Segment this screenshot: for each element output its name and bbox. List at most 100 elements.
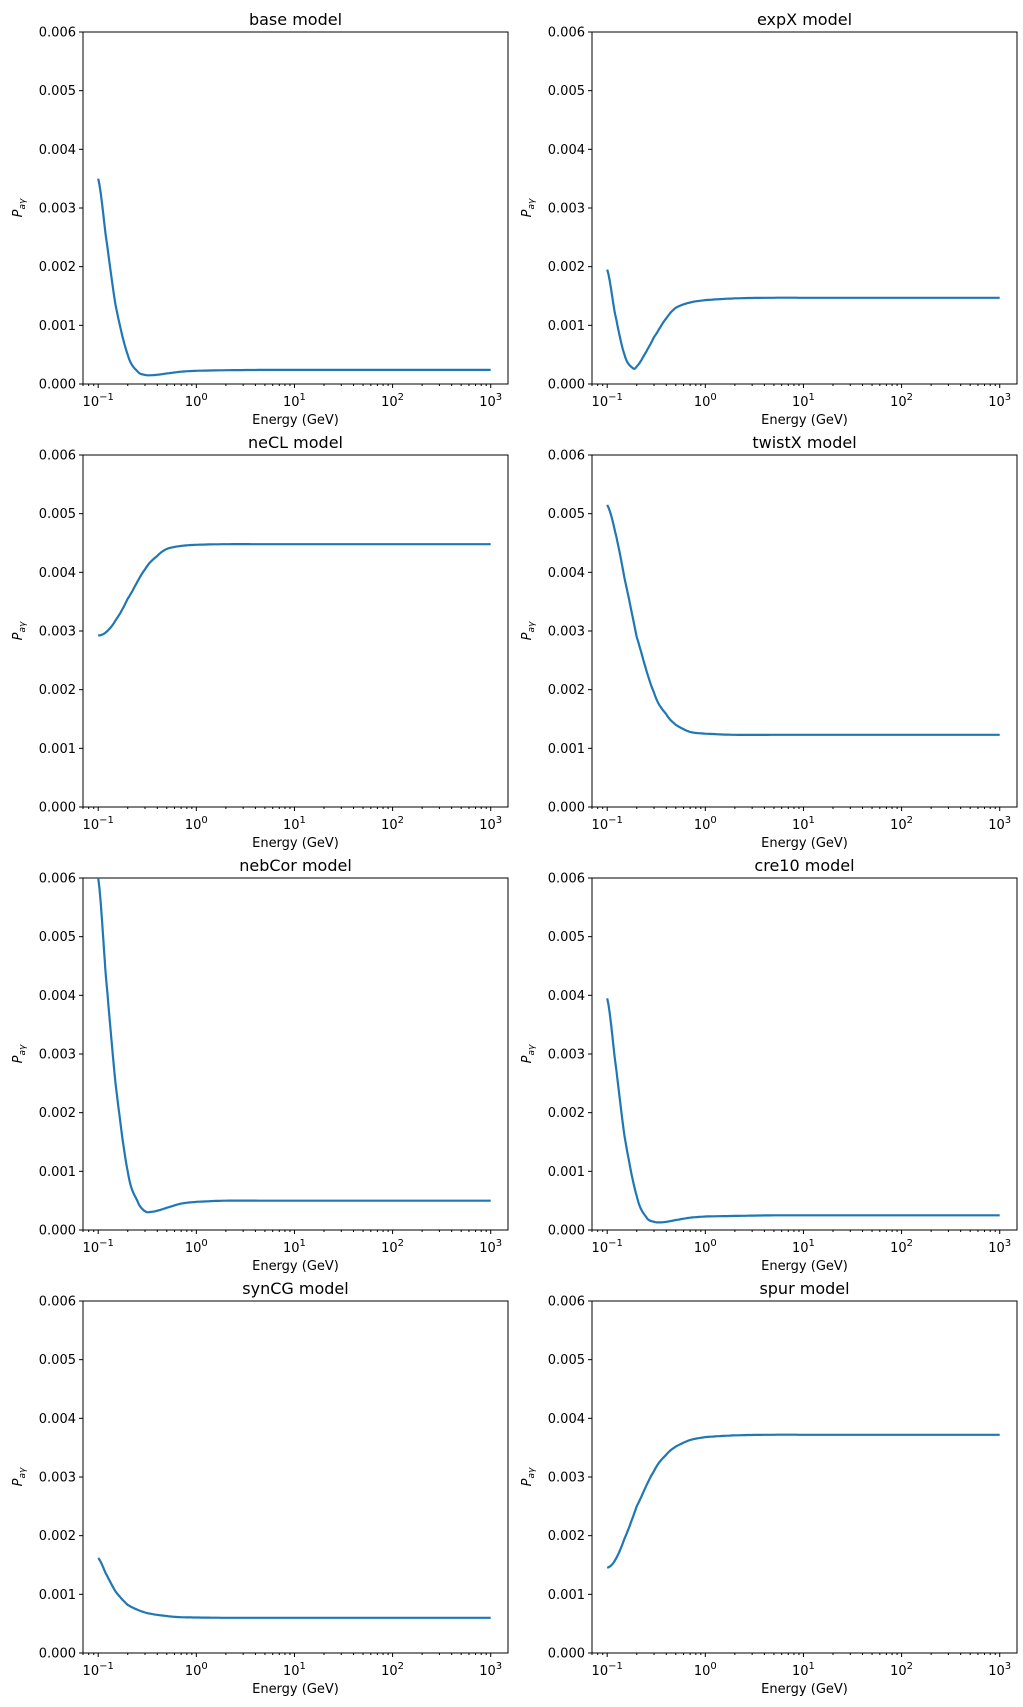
axes-frame [591,1300,1018,1654]
x-tick-label: 100 [694,1661,717,1679]
y-axis-label: Paγ [11,621,28,640]
y-tick-label: 0.006 [548,449,585,464]
axes-frame [591,31,1018,385]
y-axis-label: Paγ [11,198,28,217]
x-tick-label: 101 [283,1238,306,1256]
x-tick-label: 102 [890,815,913,833]
subplot-3: neCL model 0.000 0.001 0.002 0.003 0.004 0.005… [11,433,509,851]
y-tick-label: 0.004 [39,566,76,581]
y-tick-label: 0.005 [548,507,585,522]
subplot-8: spur model 0.000 0.001 0.002 0.003 0.004 0.005… [520,1279,1018,1697]
y-tick-label: 0.000 [39,378,76,393]
y-tick-label: 0.006 [39,872,76,887]
subplot-title: nebCor model [239,856,352,875]
x-tick-label: 102 [890,392,913,410]
y-tick-label: 0.002 [548,260,585,275]
subplot-5: nebCor model 0.000 0.001 0.002 0.003 0.004 0.0… [11,856,509,1274]
y-tick-label: 0.003 [39,202,76,217]
y-tick-label: 0.002 [39,683,76,698]
x-axis-label: Energy (GeV) [252,836,339,851]
series-line [97,543,491,637]
x-tick-label: 10−1 [592,815,623,833]
x-tick-label: 103 [479,392,502,410]
y-tick-label: 0.003 [548,1471,585,1486]
x-tick-label: 101 [792,815,815,833]
x-tick-label: 102 [381,1238,404,1256]
x-tick-label: 101 [283,1661,306,1679]
y-tick-label: 0.000 [548,378,585,393]
y-tick-label: 0.003 [548,625,585,640]
y-tick-label: 0.006 [548,26,585,41]
y-tick-label: 0.002 [39,260,76,275]
y-tick-label: 0.001 [39,319,76,334]
y-axis-label: Paγ [520,621,537,640]
subplot-title: base model [249,10,342,29]
x-tick-label: 101 [283,815,306,833]
series-line [606,504,1000,736]
x-axis-label: Energy (GeV) [252,413,339,428]
x-tick-label: 103 [479,1661,502,1679]
x-axis-label: Energy (GeV) [761,1259,848,1274]
y-tick-label: 0.002 [548,683,585,698]
y-tick-label: 0.005 [39,930,76,945]
y-tick-label: 0.005 [548,84,585,99]
axes-frame [82,454,509,808]
subplot-title: expX model [757,10,852,29]
x-tick-label: 103 [479,1238,502,1256]
x-tick-label: 100 [185,1661,208,1679]
y-axis-label: Paγ [11,1044,28,1063]
y-tick-label: 0.005 [548,930,585,945]
y-tick-label: 0.005 [39,1353,76,1368]
series-line [97,877,491,1214]
y-tick-label: 0.003 [39,1471,76,1486]
y-tick-label: 0.000 [39,801,76,816]
y-tick-label: 0.004 [548,989,585,1004]
x-tick-label: 101 [792,1661,815,1679]
x-tick-label: 100 [185,1238,208,1256]
x-tick-label: 100 [185,392,208,410]
x-tick-label: 101 [792,392,815,410]
x-tick-label: 103 [988,392,1011,410]
x-tick-label: 103 [988,1661,1011,1679]
x-tick-label: 102 [381,1661,404,1679]
y-tick-label: 0.002 [39,1106,76,1121]
axes-frame [82,877,509,1231]
y-tick-label: 0.001 [548,319,585,334]
series-line [606,998,1000,1224]
series-line [606,1433,1000,1569]
subplot-2: expX model 0.000 0.001 0.002 0.003 0.004 0.005… [520,10,1018,428]
x-axis-label: Energy (GeV) [761,1682,848,1697]
y-tick-label: 0.003 [39,625,76,640]
y-tick-label: 0.005 [548,1353,585,1368]
y-tick-label: 0.002 [39,1529,76,1544]
y-tick-label: 0.001 [548,1165,585,1180]
y-tick-label: 0.001 [39,742,76,757]
series-line [97,178,491,377]
x-axis-label: Energy (GeV) [252,1682,339,1697]
y-tick-label: 0.000 [39,1647,76,1662]
subplot-title: synCG model [242,1279,348,1298]
subplot-title: cre10 model [754,856,854,875]
x-tick-label: 10−1 [592,392,623,410]
x-tick-label: 100 [185,815,208,833]
y-tick-label: 0.006 [39,26,76,41]
x-tick-label: 10−1 [83,815,114,833]
y-tick-label: 0.000 [548,1647,585,1662]
y-tick-label: 0.004 [548,566,585,581]
x-tick-label: 102 [381,392,404,410]
y-axis-label: Paγ [520,198,537,217]
subplot-1: base model 0.000 0.001 0.002 0.003 0.004 0.005… [11,10,509,428]
x-tick-label: 101 [792,1238,815,1256]
axes-frame [591,454,1018,808]
y-tick-label: 0.003 [548,1048,585,1063]
y-tick-label: 0.006 [548,1295,585,1310]
y-tick-label: 0.006 [548,872,585,887]
subplot-4: twistX model 0.000 0.001 0.002 0.003 0.004 0.0… [520,433,1018,851]
x-tick-label: 100 [694,392,717,410]
x-axis-label: Energy (GeV) [761,836,848,851]
x-tick-label: 10−1 [83,1238,114,1256]
x-tick-label: 103 [988,1238,1011,1256]
subplot-title: neCL model [248,433,343,452]
x-tick-label: 100 [694,1238,717,1256]
